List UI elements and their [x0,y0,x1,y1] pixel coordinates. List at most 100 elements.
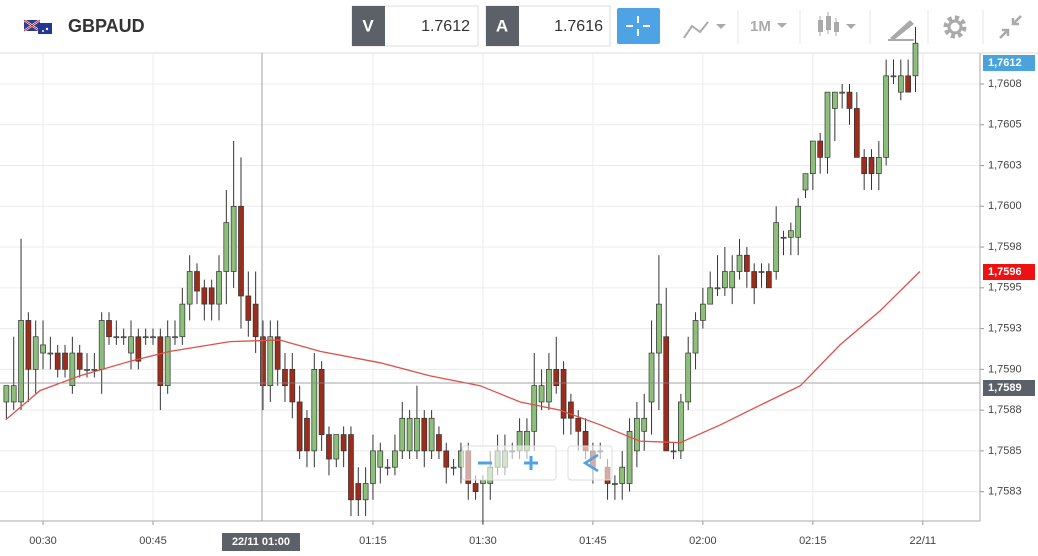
candle-body [722,271,728,289]
y-tick-label: 1,7605 [988,119,1022,131]
candle-body [150,336,156,339]
y-tick-label: 1,7600 [988,200,1022,212]
candle-type-button[interactable] [818,12,856,36]
candle-body [54,352,61,370]
candle-body [568,401,574,419]
x-tick-label: 02:15 [799,535,827,547]
x-tick-label: 00:45 [139,535,167,547]
candle-body [216,271,222,305]
candle-body [831,91,838,109]
candle-body [142,336,149,339]
candle-body [648,352,655,403]
candle-body [120,336,127,339]
candle-body [392,450,398,468]
candle-body [223,222,230,272]
y-tick-label: 1,7590 [988,363,1022,375]
candle-body [839,91,846,94]
y-tick-label: 1,7595 [988,282,1022,294]
candle-body [802,173,809,191]
candle-body [700,303,706,321]
y-tick-label: 1,7585 [988,445,1022,457]
timeframe-caret [777,23,787,28]
share[interactable] [582,453,599,473]
candle-body [414,417,420,452]
candle-body [304,417,310,452]
candle-body [252,303,259,338]
x-tick-label: 02:00 [689,535,717,547]
candle-body [172,336,178,339]
flag [23,19,52,34]
candle-body [861,157,868,175]
candle-body [186,271,193,305]
candle-body [795,205,802,238]
candle-body [883,75,890,158]
candle-body [634,417,640,452]
zoom-in[interactable] [524,456,538,470]
candle-body [326,434,332,460]
candle-body [853,108,860,158]
crosshair-button[interactable] [617,8,660,44]
timeframe[interactable]: 1M [750,18,771,35]
candle-body [751,271,758,289]
candle-body [824,91,831,158]
x-tick-label: 00:30 [29,535,57,547]
candle-body [663,336,670,452]
candle-body [729,271,736,289]
candle-body [758,271,765,273]
candle-body [817,140,824,158]
candle-body [656,303,662,354]
candle-body [40,344,46,354]
candle-body [905,75,912,93]
candle-body [370,450,376,484]
candle-body [106,320,112,338]
candle-body [18,320,24,403]
candle-body [245,295,252,321]
ask-tag [486,6,519,46]
collapse-button[interactable] [999,15,1022,39]
candle-body [450,466,457,469]
candle-body [47,352,54,355]
candle-body [809,140,816,175]
candle-body [157,336,164,387]
x-tick-label: 01:15 [359,535,387,547]
cursor-time-bg [222,533,300,551]
candle-body [69,352,76,387]
candle-body [135,336,142,362]
last-price-tag-bg [983,55,1035,71]
candle-body [421,417,428,452]
candle-body [399,417,406,452]
candle-body [318,368,325,435]
candle-body [406,417,413,452]
candle-body [443,450,450,468]
candle-body [472,483,479,492]
candle-body [714,287,721,290]
y-tick-label: 1,7588 [988,404,1022,416]
candle-body [164,336,171,387]
candle-body [377,450,384,468]
candle-body [208,287,215,305]
settings-button[interactable] [943,15,967,39]
cursor-time: 22/11 01:00 [232,536,290,548]
candle-body [311,368,318,452]
candle-body [685,352,692,403]
candle-body [267,336,274,387]
candle-body [289,368,296,403]
draw-button[interactable] [888,20,914,41]
y-tick-label: 1,7583 [988,486,1022,498]
candle-body [546,368,552,403]
candle-body [274,336,281,370]
last-price-tag: 1,7612 [988,57,1022,69]
candle-body [282,368,288,387]
candle-body [692,320,699,354]
candle-body [890,75,897,78]
chart-type-button[interactable] [683,21,726,39]
candle-body [626,430,633,484]
candle-body [355,483,362,501]
candle-body [3,385,10,403]
candle-body [744,254,750,272]
candle-body [780,236,787,239]
cursor-price-tag: 1,7589 [988,382,1022,394]
candle-body [531,385,538,432]
candle-body [897,75,904,93]
